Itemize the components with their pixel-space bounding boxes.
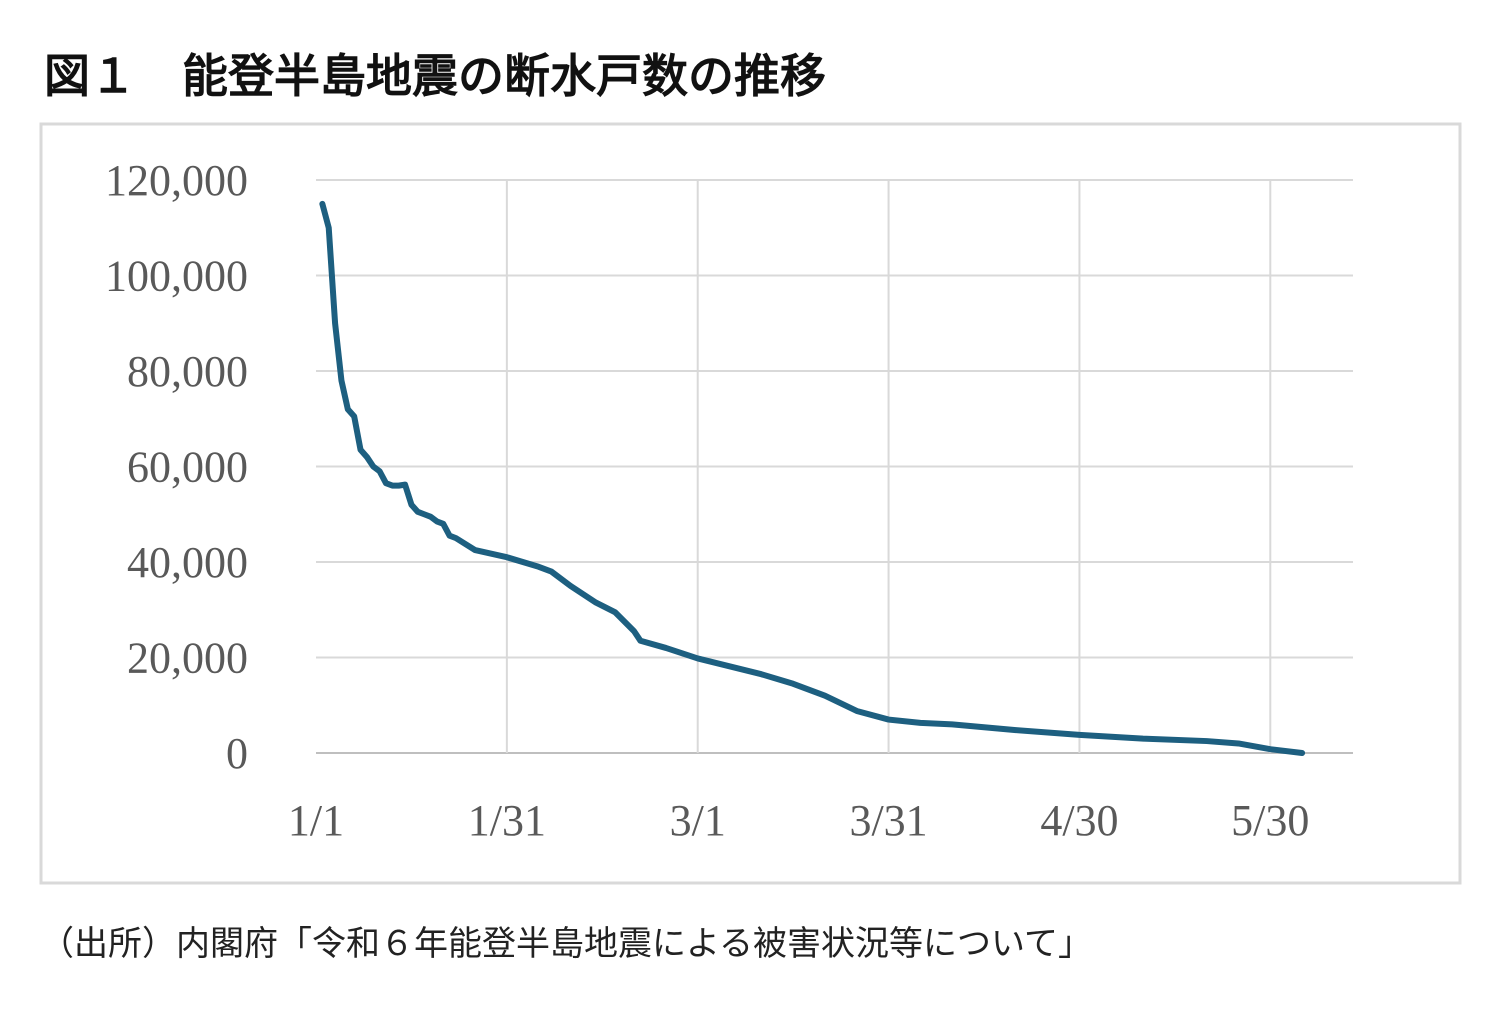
x-tick-label: 1/1 bbox=[288, 796, 344, 845]
data-line bbox=[319, 200, 1306, 756]
x-tick-label: 5/30 bbox=[1231, 796, 1309, 845]
y-tick-label: 100,000 bbox=[105, 252, 248, 301]
y-tick-label: 80,000 bbox=[127, 347, 248, 396]
y-tick-label: 20,000 bbox=[127, 634, 248, 683]
x-tick-label: 1/31 bbox=[468, 796, 546, 845]
source-note: （出所）内閣府「令和６年能登半島地震による被害状況等について」 bbox=[40, 924, 1092, 964]
chart-frame bbox=[39, 122, 1462, 885]
chart-title: 図１ 能登半島地震の断水戸数の推移 bbox=[44, 49, 826, 103]
y-tick-label: 40,000 bbox=[127, 538, 248, 587]
x-tick-label: 3/1 bbox=[670, 796, 726, 845]
x-tick-label: 4/30 bbox=[1040, 796, 1118, 845]
y-tick-label: 120,000 bbox=[105, 156, 248, 205]
y-tick-label: 60,000 bbox=[127, 443, 248, 492]
y-tick-label: 0 bbox=[226, 729, 248, 778]
x-tick-label: 3/31 bbox=[849, 796, 927, 845]
